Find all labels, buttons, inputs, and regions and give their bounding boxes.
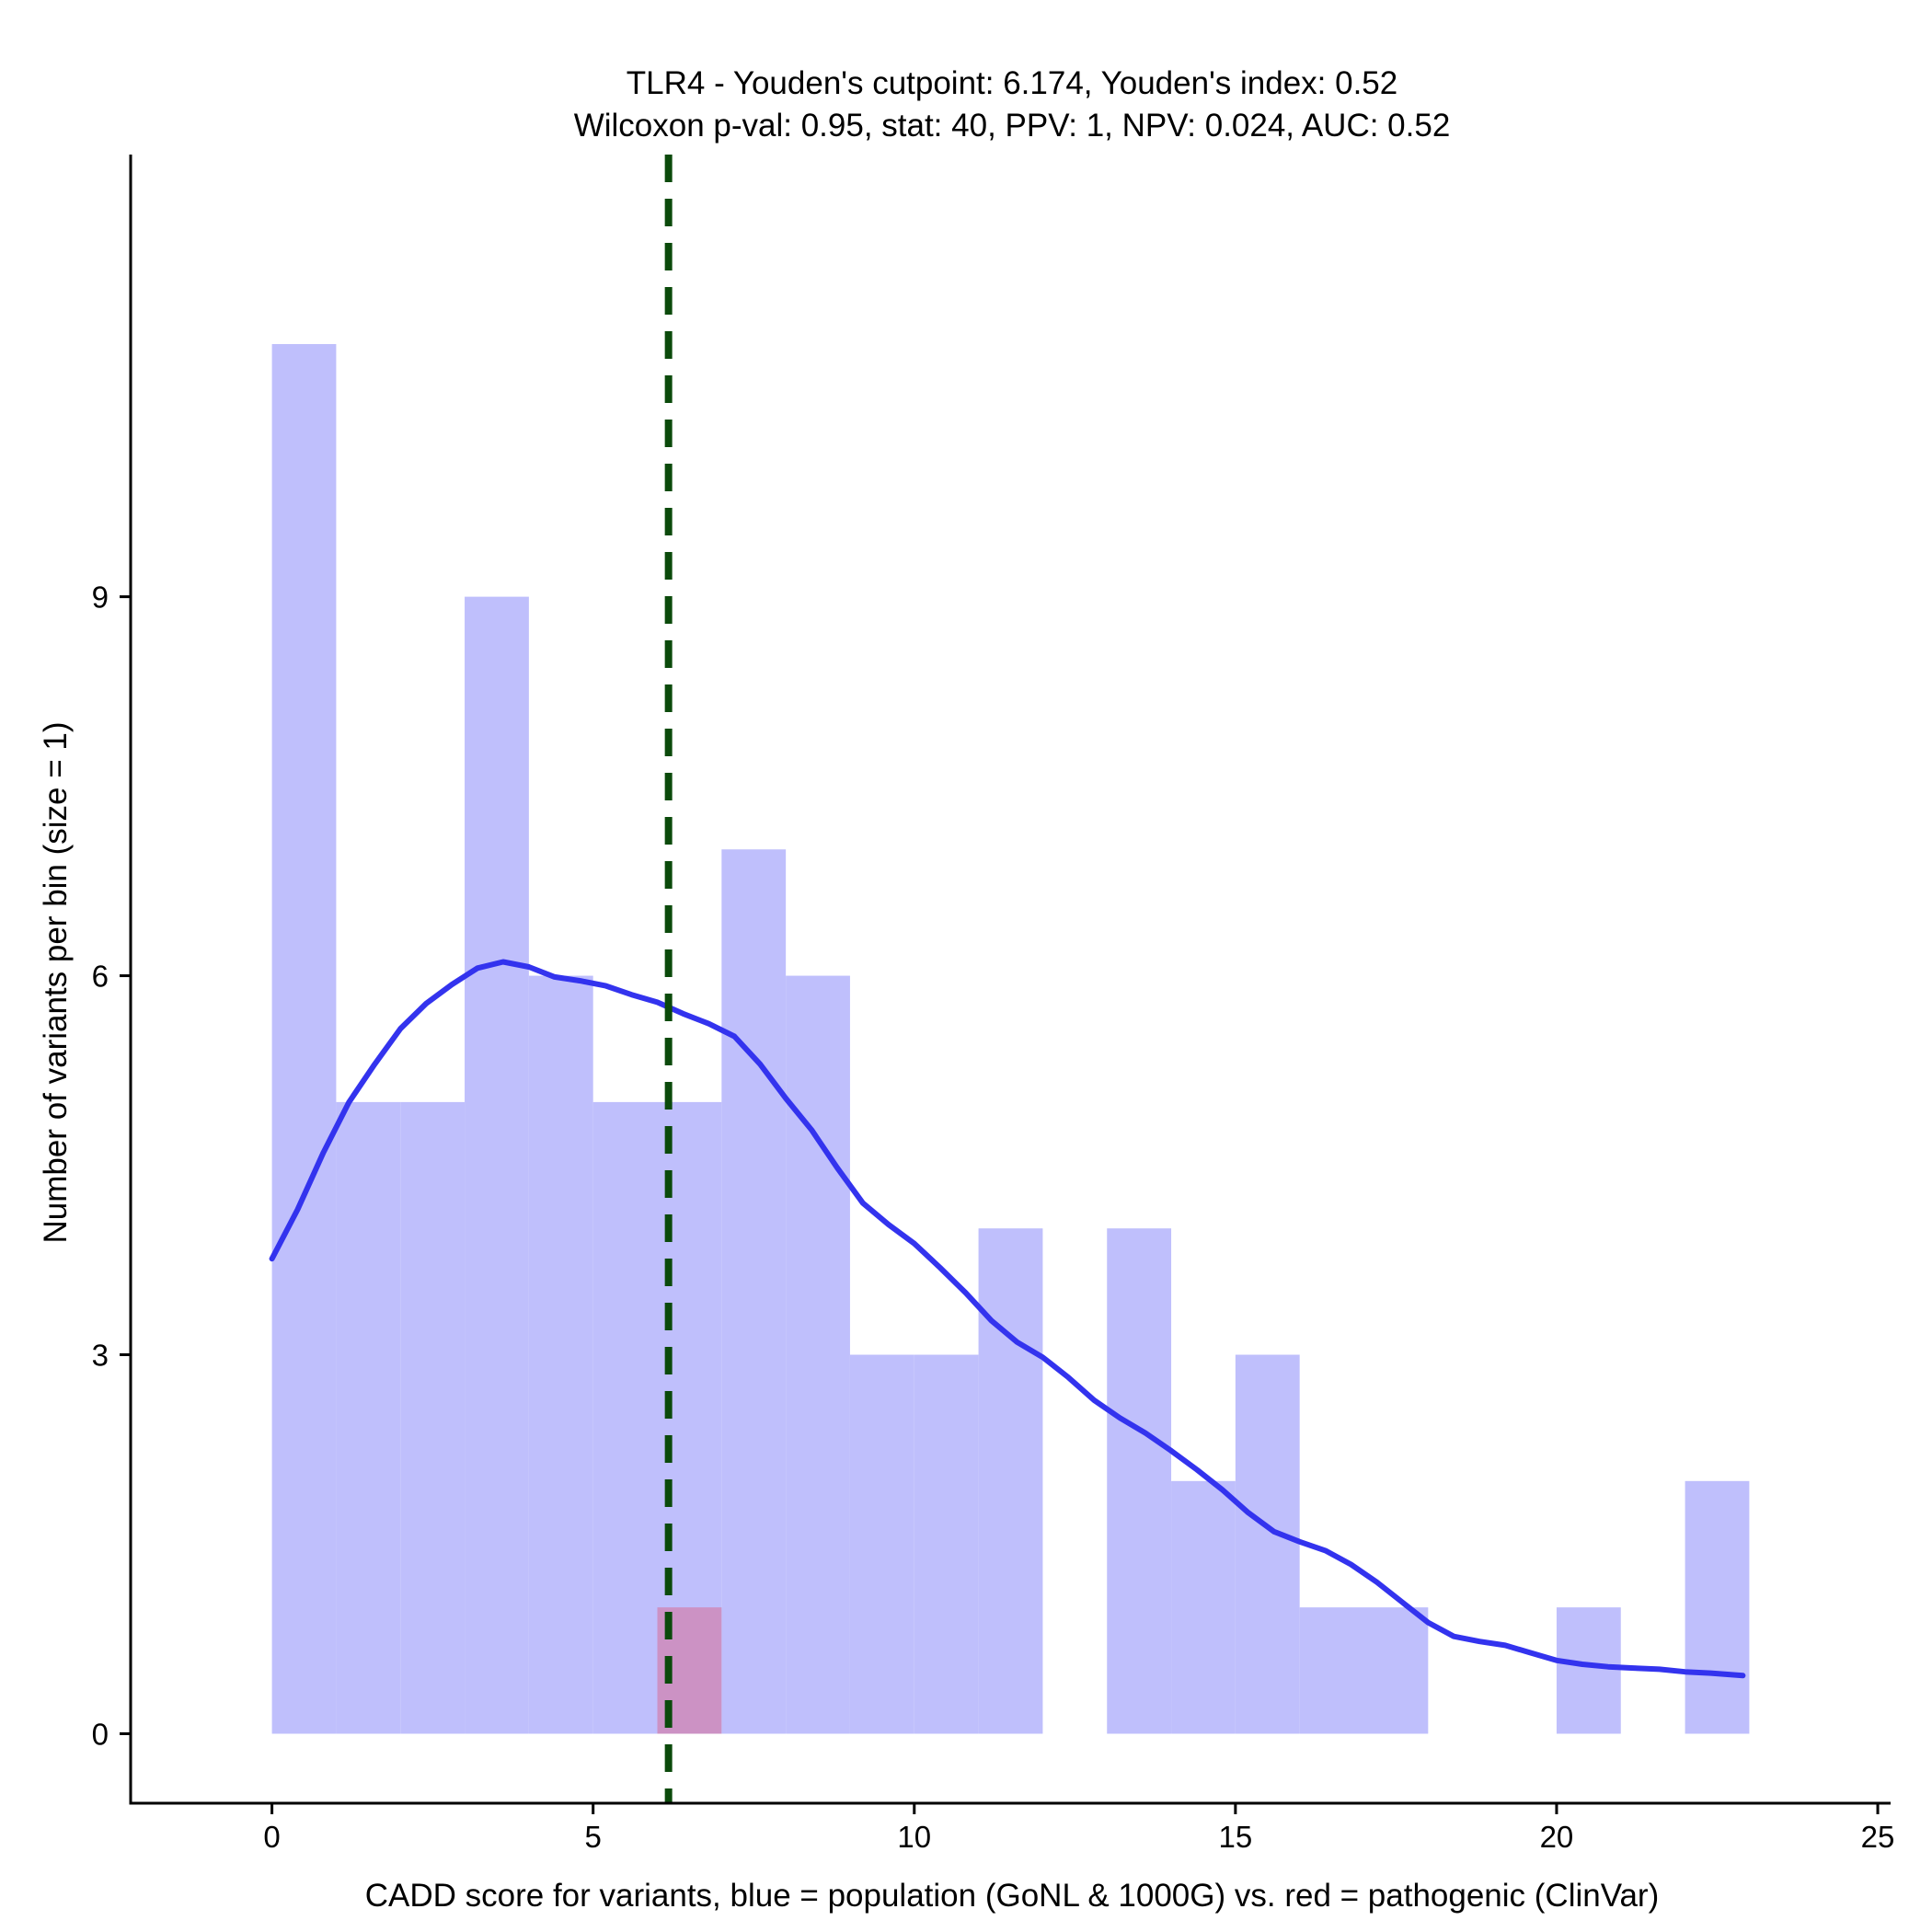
population-bar-8 xyxy=(786,975,850,1734)
y-tick-label-9: 9 xyxy=(92,581,109,615)
y-tick-label-3: 3 xyxy=(92,1339,109,1373)
x-tick-label-5: 5 xyxy=(585,1820,602,1854)
density-curve-layer xyxy=(269,959,1746,1679)
histogram-bars xyxy=(271,343,1750,1734)
population-bar-7 xyxy=(721,849,787,1734)
chart-title-line-2: Wilcoxon p-val: 0.95, stat: 40, PPV: 1, … xyxy=(574,108,1451,144)
population-bar-11 xyxy=(978,1228,1043,1734)
x-tick-label-15: 15 xyxy=(1219,1820,1253,1854)
population-bar-0 xyxy=(271,343,337,1734)
x-tick-label-25: 25 xyxy=(1861,1820,1895,1854)
population-bar-13 xyxy=(1107,1228,1172,1734)
population-bar-16 xyxy=(1299,1607,1364,1734)
population-bar-5 xyxy=(592,1101,658,1734)
chart-title-line-1: TLR4 - Youden's cutpoint: 6.174, Youden'… xyxy=(627,65,1397,101)
population-bar-22 xyxy=(1685,1480,1750,1734)
x-axis-label: CADD score for variants, blue = populati… xyxy=(365,1878,1660,1914)
x-tick-label-10: 10 xyxy=(897,1820,931,1854)
population-bar-2 xyxy=(400,1101,466,1734)
density-curve xyxy=(269,959,1746,1679)
population-bar-1 xyxy=(336,1101,401,1734)
x-tick-label-20: 20 xyxy=(1540,1820,1574,1854)
population-bar-20 xyxy=(1556,1607,1621,1734)
axes xyxy=(120,155,1891,1814)
population-bar-3 xyxy=(465,596,529,1734)
y-tick-label-6: 6 xyxy=(92,960,109,994)
population-bar-4 xyxy=(528,975,593,1734)
population-bar-17 xyxy=(1363,1607,1429,1734)
population-bar-14 xyxy=(1171,1480,1236,1734)
x-tick-label-0: 0 xyxy=(263,1820,280,1854)
chart-title: TLR4 - Youden's cutpoint: 6.174, Youden'… xyxy=(574,65,1451,144)
population-bar-15 xyxy=(1235,1354,1300,1734)
y-axis-label: Number of variants per bin (size = 1) xyxy=(38,721,74,1243)
population-bar-10 xyxy=(914,1354,979,1734)
population-bar-9 xyxy=(849,1354,914,1734)
y-tick-label-0: 0 xyxy=(92,1717,109,1751)
tick-labels: 0 5 10 15 20 25 0 3 6 9 xyxy=(92,581,1895,1854)
